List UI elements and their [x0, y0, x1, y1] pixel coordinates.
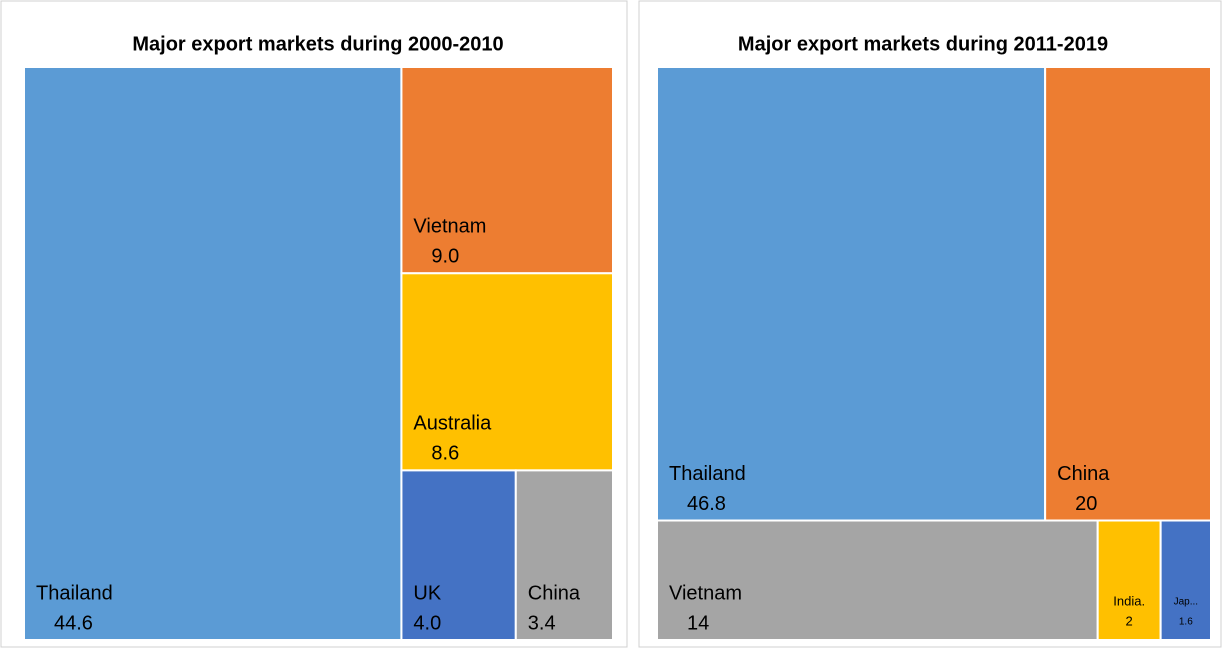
cell-label: Vietnam [669, 582, 742, 604]
panel-frame [0, 0, 628, 648]
cell-value: 9.0 [431, 246, 459, 268]
cell-label: UK [413, 582, 441, 604]
cell-value: 20 [1075, 493, 1097, 515]
cell-label: China [528, 582, 581, 604]
cell-value: 4.0 [413, 612, 441, 634]
cell-value: 1.6 [1179, 617, 1193, 628]
treemap-cell [1096, 519, 1162, 641]
treemap-cell [400, 272, 614, 472]
cell-value: 8.6 [431, 443, 459, 465]
cell-value: 14 [687, 612, 709, 634]
panel-frame [638, 0, 1222, 648]
cell-value: 2 [1126, 613, 1133, 628]
cell-value: 44.6 [54, 612, 93, 634]
treemap-cell [23, 66, 403, 641]
cell-label: Jap... [1174, 597, 1198, 608]
cell-value: 3.4 [528, 612, 556, 634]
treemap-cell [656, 66, 1047, 522]
cell-label: Australia [413, 413, 492, 435]
cell-label: India. [1113, 593, 1145, 608]
cell-label: China [1057, 463, 1110, 485]
treemap-cell [514, 469, 614, 641]
chart-title: Major export markets during 2011-2019 [738, 33, 1108, 55]
cell-label: Thailand [669, 463, 746, 485]
treemap-cell [1159, 519, 1212, 641]
chart-title: Major export markets during 2000-2010 [132, 33, 503, 55]
cell-label: Thailand [36, 582, 113, 604]
treemap-cell [656, 519, 1099, 641]
treemap-cell [400, 66, 614, 275]
cell-value: 46.8 [687, 493, 726, 515]
treemap-cell [400, 469, 517, 641]
treemap-cell [1044, 66, 1212, 522]
cell-label: Vietnam [413, 216, 486, 238]
